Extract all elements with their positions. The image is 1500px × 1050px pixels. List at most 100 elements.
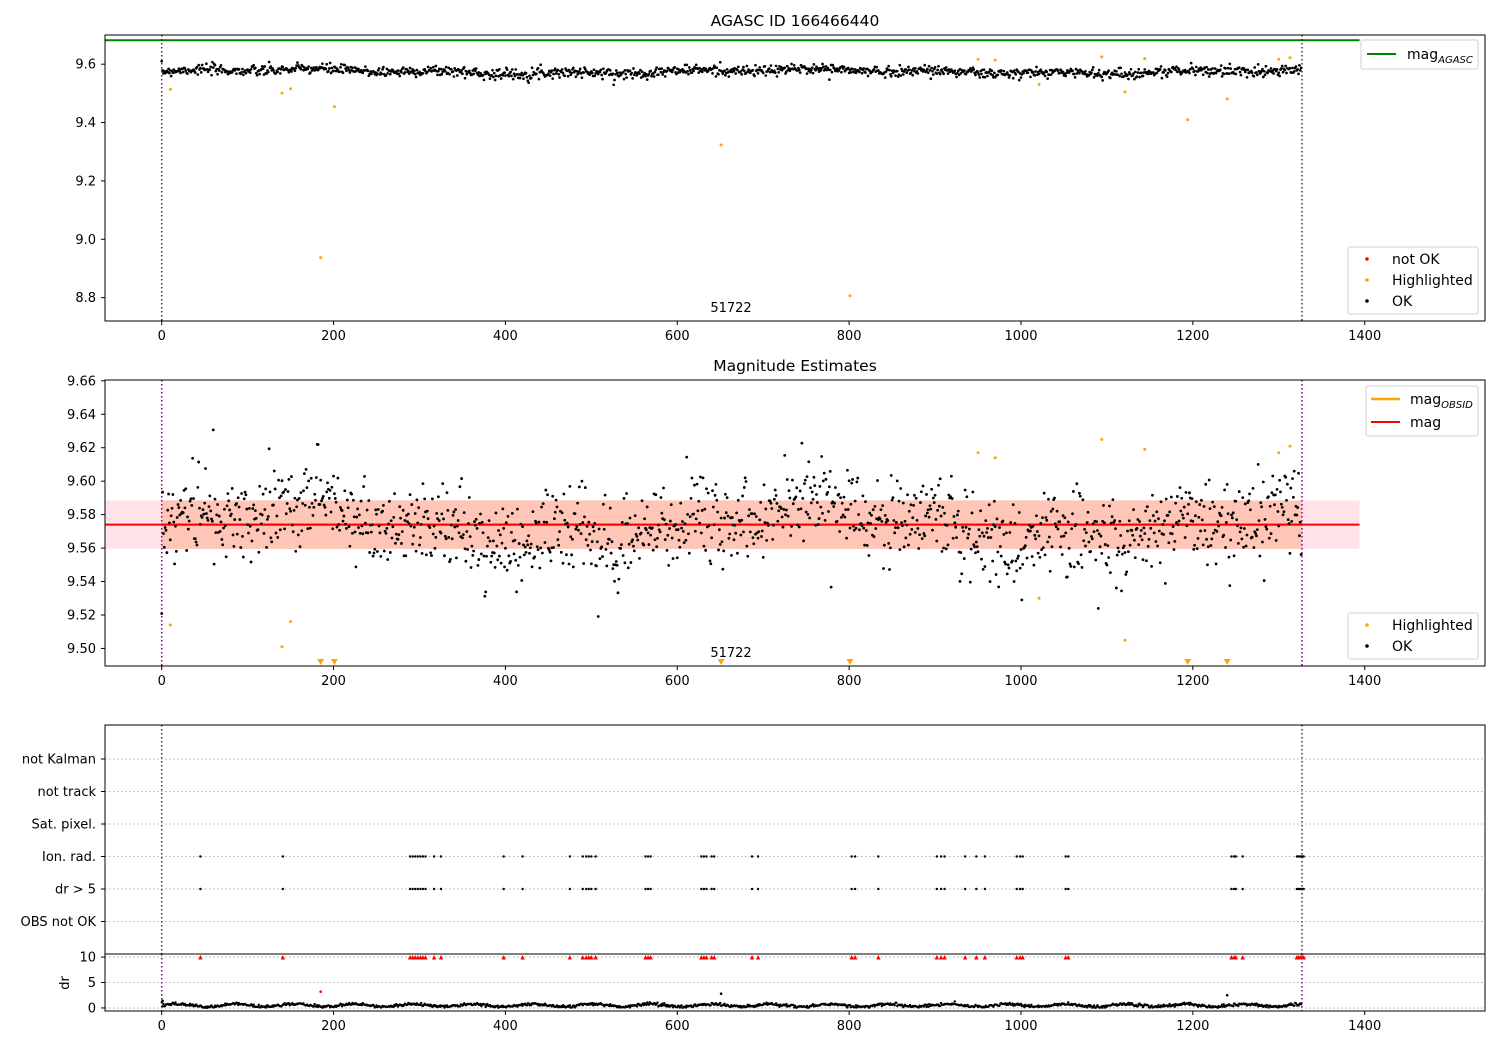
ok-point	[1151, 514, 1155, 517]
ok-point	[926, 71, 930, 75]
ok-point	[435, 511, 439, 515]
ok-point	[1222, 533, 1226, 537]
ok-point	[652, 75, 656, 78]
flag-point	[1232, 887, 1236, 891]
panel-middle: Magnitude Estimates 0 200 400 600 800 1000 120…	[67, 357, 1486, 689]
ok-point	[1078, 71, 1081, 75]
ok-point	[411, 67, 414, 71]
ok-point	[1096, 71, 1100, 75]
ok-point	[659, 70, 663, 74]
ok-point	[863, 543, 867, 547]
ok-point	[714, 75, 718, 78]
highlighted-point	[319, 256, 323, 260]
ok-point	[1299, 553, 1303, 556]
ok-point	[683, 522, 687, 526]
ok-point	[804, 510, 808, 514]
ok-point	[561, 561, 565, 565]
ok-point	[195, 543, 199, 547]
top-legend-mag-agasc-label: magAGASC	[1407, 47, 1473, 66]
ok-point	[491, 539, 495, 543]
ok-point	[1043, 553, 1047, 557]
ok-point	[785, 508, 788, 512]
ok-point	[503, 71, 506, 74]
ok-point	[1019, 76, 1023, 79]
ok-point	[802, 539, 805, 543]
ok-point	[240, 492, 244, 495]
ok-point	[433, 546, 437, 550]
y-tick-label: 9.54	[67, 575, 96, 590]
ok-point	[763, 64, 767, 68]
ok-point	[225, 504, 229, 508]
ok-point	[828, 469, 832, 473]
ok-point	[421, 482, 425, 485]
ok-point	[1247, 499, 1251, 503]
ok-point	[212, 562, 216, 566]
ok-point	[551, 77, 555, 80]
ok-point	[350, 492, 354, 496]
ok-point	[486, 536, 490, 540]
ok-point	[776, 519, 780, 523]
ok-point	[519, 522, 523, 526]
dr-clipped-marker	[423, 955, 428, 960]
flag-point	[411, 887, 414, 891]
ok-point	[1239, 73, 1243, 77]
ok-point	[926, 508, 930, 512]
ok-point	[430, 554, 433, 557]
ok-point	[583, 515, 586, 519]
ok-point	[1150, 564, 1154, 568]
dr-point	[723, 1002, 726, 1006]
flag-point	[877, 887, 880, 891]
ok-point	[533, 555, 537, 559]
ok-point	[445, 491, 449, 495]
ok-point	[329, 510, 333, 514]
dr-point	[880, 1004, 883, 1008]
flag-point	[877, 855, 880, 858]
ok-point	[590, 540, 594, 543]
ok-point	[640, 70, 644, 74]
ok-point	[1271, 474, 1275, 478]
dr-point	[313, 1002, 316, 1006]
ok-point	[346, 506, 350, 510]
ok-point	[1120, 552, 1124, 556]
ok-point	[901, 73, 905, 76]
ok-point	[717, 72, 720, 76]
ok-point	[1045, 70, 1049, 74]
ok-point	[1013, 522, 1017, 525]
flag-point	[424, 855, 427, 858]
ok-point	[709, 562, 713, 566]
x-tick-label: 200	[321, 329, 346, 344]
ok-point	[1135, 75, 1139, 78]
dr-point	[879, 1002, 883, 1005]
ok-point	[1097, 532, 1101, 536]
dr-point	[443, 1006, 446, 1009]
ok-point	[1162, 533, 1166, 536]
ok-point	[1053, 496, 1056, 500]
flag-point	[419, 855, 422, 858]
ok-point	[682, 541, 686, 545]
dr-point	[1294, 1002, 1298, 1005]
ok-point	[653, 538, 657, 542]
ok-point	[203, 501, 207, 505]
ok-point	[176, 503, 180, 506]
ok-point	[1032, 563, 1036, 567]
ok-point	[239, 546, 243, 549]
ok-point	[639, 531, 643, 535]
ok-point	[1212, 531, 1215, 535]
ok-point	[424, 553, 428, 557]
ok-point	[1191, 519, 1195, 523]
ok-point	[302, 489, 305, 493]
ok-point	[721, 567, 725, 571]
ok-point	[223, 524, 227, 528]
dr-point	[848, 1003, 852, 1007]
ok-point	[855, 480, 859, 484]
ok-point	[875, 65, 878, 69]
ok-point	[772, 497, 776, 501]
flag-point	[281, 855, 285, 858]
ok-point	[1226, 66, 1230, 70]
ok-point	[1267, 495, 1270, 499]
ok-point	[188, 499, 192, 503]
ok-point	[1017, 78, 1021, 82]
ok-point	[890, 498, 894, 502]
ok-point	[661, 73, 665, 76]
